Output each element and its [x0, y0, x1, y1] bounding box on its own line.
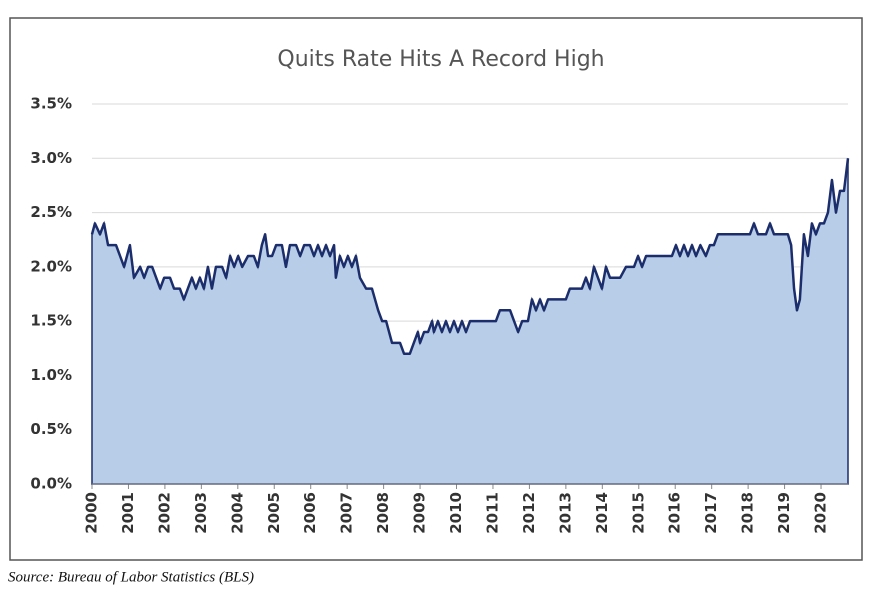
x-tick-label: 2017 [702, 492, 720, 534]
x-tick-label: 2008 [374, 492, 392, 534]
x-tick-label: 2010 [447, 492, 465, 534]
x-tick-label: 2011 [483, 492, 501, 534]
x-tick-label: 2012 [520, 492, 538, 534]
x-tick-label: 2007 [338, 492, 356, 534]
x-tick-label: 2014 [593, 492, 611, 534]
y-tick-label: 0.5% [30, 420, 72, 438]
x-tick-label: 2016 [666, 492, 684, 534]
x-tick-label: 2001 [119, 492, 137, 534]
x-tick-label: 2015 [629, 492, 647, 534]
y-tick-label: 0.0% [30, 475, 72, 493]
x-tick-label: 2000 [83, 492, 101, 534]
x-tick-label: 2002 [155, 492, 173, 534]
x-tick-label: 2013 [556, 492, 574, 534]
x-tick-label: 2005 [265, 492, 283, 534]
y-tick-label: 3.0% [30, 149, 72, 167]
x-tick-label: 2009 [411, 492, 429, 534]
x-tick-label: 2006 [301, 492, 319, 534]
x-tick-label: 2004 [228, 492, 246, 534]
y-tick-label: 1.5% [30, 312, 72, 330]
y-tick-label: 2.5% [30, 203, 72, 221]
series-line [90, 158, 850, 355]
x-tick-label: 2020 [812, 492, 830, 534]
y-tick-label: 3.5% [30, 95, 72, 113]
source-note: Source: Bureau of Labor Statistics (BLS) [8, 569, 254, 585]
x-tick-label: 2019 [775, 492, 793, 534]
chart-title: Quits Rate Hits A Record High [277, 47, 604, 72]
x-tick-label: 2018 [739, 492, 757, 534]
y-tick-label: 1.0% [30, 366, 72, 384]
x-tick-label: 2003 [192, 492, 210, 534]
y-tick-label: 2.0% [30, 257, 72, 275]
